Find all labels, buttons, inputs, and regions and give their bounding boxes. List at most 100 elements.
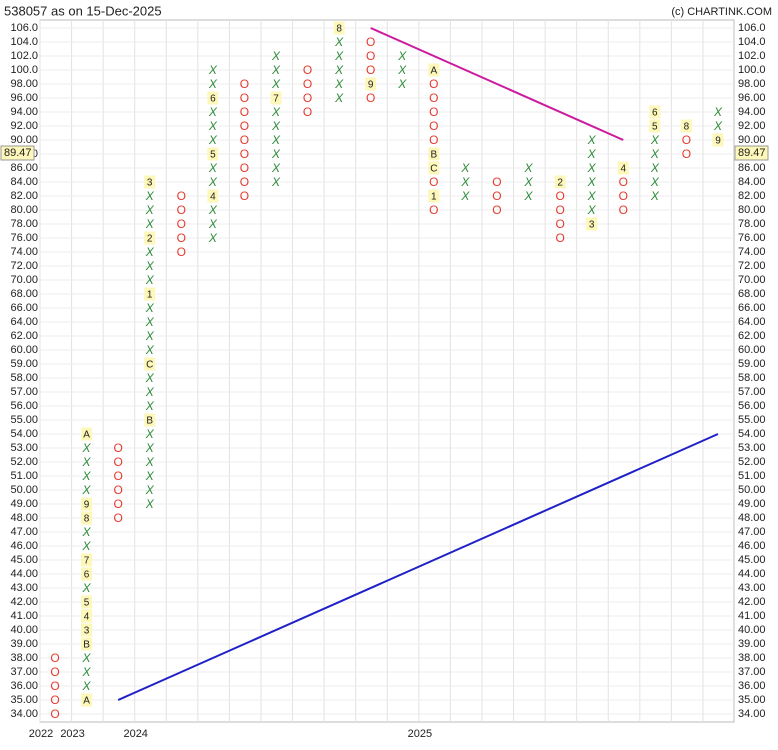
x-box: X <box>460 161 470 175</box>
right-level-label: 54.00 <box>738 428 766 440</box>
x-box: X <box>713 105 723 119</box>
right-level-label: 86.00 <box>738 162 766 174</box>
left-level-label: 102.0 <box>10 50 38 62</box>
o-box: O <box>429 105 438 119</box>
right-level-label: 62.00 <box>738 330 766 342</box>
right-level-label: 76.00 <box>738 232 766 244</box>
o-box: O <box>50 693 59 707</box>
left-level-label: 40.00 <box>10 624 38 636</box>
x-box: X <box>587 189 597 203</box>
month-box <box>81 567 93 581</box>
month-box <box>428 147 440 161</box>
o-box: O <box>303 77 312 91</box>
o-box: O <box>303 105 312 119</box>
right-level-label: 74.00 <box>738 246 766 258</box>
x-box: X <box>208 217 218 231</box>
x-box: X <box>587 175 597 189</box>
x-box: X <box>82 469 92 483</box>
month-box <box>333 21 345 35</box>
month-box <box>712 133 724 147</box>
right-level-label: 98.00 <box>738 78 766 90</box>
month-marker: 5 <box>84 598 90 609</box>
right-level-label: 41.00 <box>738 610 766 622</box>
x-box: X <box>271 77 281 91</box>
x-box: X <box>145 385 155 399</box>
month-marker: 4 <box>210 192 216 203</box>
x-box: X <box>145 315 155 329</box>
left-level-label: 78.00 <box>10 218 38 230</box>
right-level-label: 55.00 <box>738 414 766 426</box>
month-box <box>270 91 282 105</box>
right-level-label: 45.00 <box>738 554 766 566</box>
left-level-label: 52.00 <box>10 456 38 468</box>
x-box: X <box>271 49 281 63</box>
o-box: O <box>303 63 312 77</box>
o-box: O <box>555 217 564 231</box>
x-box: X <box>145 329 155 343</box>
month-marker: 7 <box>273 94 279 105</box>
x-box: X <box>82 525 92 539</box>
x-box: X <box>524 175 534 189</box>
month-box <box>81 609 93 623</box>
left-level-label: 92.00 <box>10 120 38 132</box>
month-marker: 5 <box>652 122 658 133</box>
x-box: X <box>397 77 407 91</box>
left-level-label: 66.00 <box>10 302 38 314</box>
month-box <box>207 91 219 105</box>
right-level-label: 49.00 <box>738 498 766 510</box>
right-level-label: 58.00 <box>738 372 766 384</box>
month-box <box>649 119 661 133</box>
o-box: O <box>177 189 186 203</box>
o-box: O <box>366 49 375 63</box>
x-box: X <box>587 133 597 147</box>
left-level-label: 82.00 <box>10 190 38 202</box>
trendline <box>370 27 624 141</box>
right-level-label: 35.00 <box>738 694 766 706</box>
x-box: X <box>82 539 92 553</box>
month-marker: 3 <box>84 626 90 637</box>
x-box: X <box>208 119 218 133</box>
x-box: X <box>334 63 344 77</box>
right-level-label: 90.00 <box>738 134 766 146</box>
o-box: O <box>492 189 501 203</box>
x-box: X <box>145 203 155 217</box>
right-level-label: 66.00 <box>738 302 766 314</box>
month-box <box>680 119 692 133</box>
right-level-label: 84.00 <box>738 176 766 188</box>
month-box <box>81 637 93 651</box>
x-box: X <box>334 77 344 91</box>
x-box: X <box>713 119 723 133</box>
month-marker: 9 <box>368 80 374 91</box>
o-box: O <box>50 651 59 665</box>
month-box <box>81 497 93 511</box>
x-box: X <box>208 203 218 217</box>
left-level-label: 44.00 <box>10 568 38 580</box>
month-marker: 6 <box>84 570 90 581</box>
left-level-label: 39.00 <box>10 638 38 650</box>
left-level-label: 42.00 <box>10 596 38 608</box>
x-box: X <box>397 49 407 63</box>
month-marker: B <box>146 416 153 427</box>
o-box: O <box>682 147 691 161</box>
o-box: O <box>177 231 186 245</box>
price-box-left <box>0 145 35 161</box>
left-level-label: 46.00 <box>10 540 38 552</box>
left-level-label: 94.00 <box>10 106 38 118</box>
trendline <box>117 433 719 701</box>
right-level-label: 36.00 <box>738 680 766 692</box>
right-level-label: 50.00 <box>738 484 766 496</box>
o-box: O <box>177 203 186 217</box>
x-box: X <box>145 455 155 469</box>
right-level-label: 96.00 <box>738 92 766 104</box>
left-level-label: 74.00 <box>10 246 38 258</box>
o-box: O <box>555 189 564 203</box>
x-box: X <box>208 77 218 91</box>
price-label-right: 89.47 <box>738 147 766 159</box>
chart-title: 538057 as on 15-Dec-2025 <box>4 3 162 18</box>
o-box: O <box>240 77 249 91</box>
right-level-label: 70.00 <box>738 274 766 286</box>
x-box: X <box>524 161 534 175</box>
left-level-label: 56.00 <box>10 400 38 412</box>
